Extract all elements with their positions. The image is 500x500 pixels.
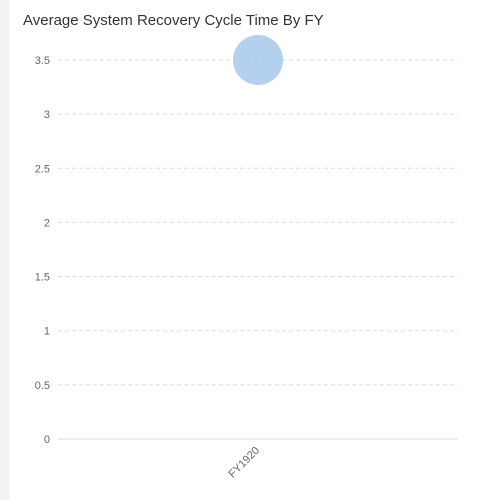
grid-lines bbox=[58, 59, 458, 440]
y-tick-label: 1 bbox=[44, 326, 50, 338]
x-axis-tick-labels: FY1920 bbox=[226, 445, 262, 481]
y-axis-tick-labels: 0 0.5 1 1.5 2 2.5 3 3.5 bbox=[35, 55, 50, 446]
data-point[interactable] bbox=[233, 35, 283, 85]
data-points bbox=[233, 35, 283, 85]
y-tick-label: 0 bbox=[44, 434, 50, 446]
y-tick-label: 2 bbox=[44, 217, 50, 229]
x-tick-label: FY1920 bbox=[226, 445, 262, 481]
y-tick-label: 1.5 bbox=[35, 272, 50, 284]
y-tick-label: 3.5 bbox=[35, 55, 50, 67]
y-tick-label: 3 bbox=[44, 109, 50, 121]
chart-title: Average System Recovery Cycle Time By FY bbox=[23, 12, 324, 29]
y-tick-label: 0.5 bbox=[35, 380, 50, 392]
y-tick-label: 2.5 bbox=[35, 163, 50, 175]
